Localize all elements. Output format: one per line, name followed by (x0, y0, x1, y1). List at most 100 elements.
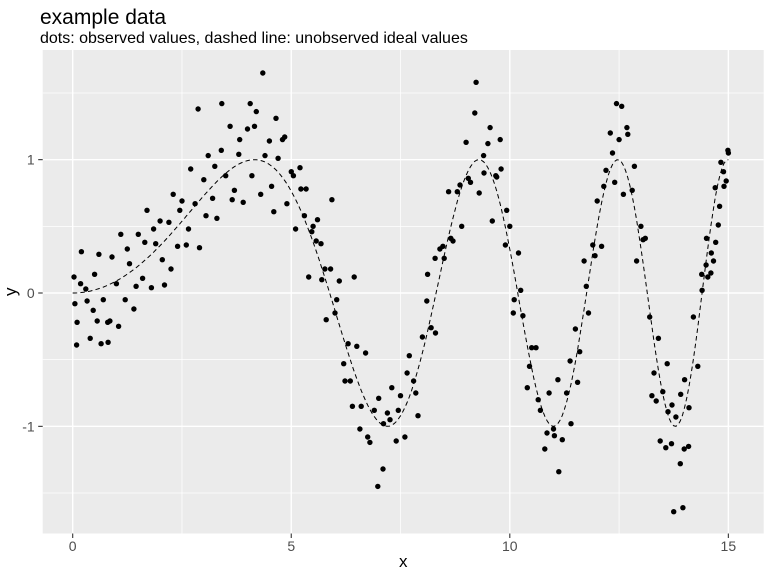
data-point (98, 341, 104, 347)
data-point (677, 461, 683, 467)
data-point (292, 226, 299, 232)
data-point (236, 151, 242, 157)
data-point (480, 152, 487, 159)
data-point (174, 243, 181, 249)
data-point (497, 136, 503, 143)
data-point (195, 106, 201, 112)
data-point (73, 342, 80, 348)
data-point (218, 147, 224, 153)
data-point (309, 229, 315, 235)
data-point (712, 185, 718, 191)
data-point (318, 241, 324, 247)
data-point (520, 313, 526, 319)
data-point (454, 189, 460, 195)
data-point (71, 274, 77, 280)
data-point (529, 345, 535, 351)
data-point (721, 183, 727, 189)
data-point (633, 258, 640, 264)
data-point (441, 255, 447, 261)
data-point (535, 397, 541, 403)
data-point (487, 124, 493, 131)
data-point (124, 246, 130, 252)
data-point (109, 254, 115, 260)
data-point (90, 307, 96, 313)
data-point (170, 191, 176, 197)
data-point (616, 136, 622, 143)
data-point (375, 483, 381, 490)
chart-title: example data (40, 6, 167, 29)
data-point (568, 421, 574, 427)
data-point (699, 271, 705, 277)
data-point (212, 163, 218, 169)
data-point (247, 100, 253, 107)
data-point (716, 203, 723, 209)
data-point (533, 345, 539, 351)
data-point (301, 213, 308, 219)
data-point (537, 407, 544, 413)
data-point (153, 241, 159, 247)
y-axis-label: y (1, 287, 20, 296)
data-point (695, 363, 701, 369)
data-point (647, 314, 653, 320)
data-point (168, 266, 174, 272)
data-point (607, 130, 613, 136)
data-point (649, 393, 655, 399)
data-point (493, 173, 499, 179)
data-point (415, 413, 421, 419)
data-point (473, 79, 479, 86)
data-point (336, 278, 342, 284)
data-point (502, 242, 509, 248)
data-point (133, 283, 139, 289)
data-point (432, 330, 439, 336)
data-point (681, 377, 688, 383)
data-point (371, 407, 377, 413)
data-point (680, 505, 686, 511)
chart-subtitle: dots: observed values, dashed line: unob… (40, 30, 468, 47)
data-point (609, 150, 616, 156)
data-point (314, 217, 321, 223)
data-point (559, 437, 565, 443)
data-point (327, 266, 334, 272)
x-tick-label: 5 (287, 538, 295, 554)
data-point (629, 187, 635, 193)
data-point (297, 165, 303, 171)
data-point (432, 255, 438, 261)
data-point (583, 283, 589, 289)
data-point (424, 271, 431, 277)
data-point (223, 173, 229, 179)
data-point (349, 403, 356, 409)
data-point (657, 438, 663, 444)
data-point (251, 123, 258, 129)
data-point (673, 414, 679, 420)
data-point (393, 438, 399, 444)
data-point (345, 341, 351, 347)
data-point (262, 152, 268, 159)
data-point (498, 166, 504, 172)
data-point (613, 100, 620, 107)
data-point (459, 223, 465, 229)
data-point (507, 223, 513, 229)
data-point (341, 361, 347, 367)
data-point (205, 152, 211, 159)
data-point (718, 159, 724, 165)
data-point (142, 239, 148, 245)
data-point (275, 155, 281, 161)
data-point (113, 281, 120, 287)
data-point (410, 378, 417, 384)
data-point (91, 271, 98, 277)
data-point (574, 379, 581, 385)
data-point (686, 405, 692, 411)
data-point (334, 297, 340, 303)
data-point (476, 190, 482, 196)
data-point (465, 175, 471, 181)
data-point (303, 186, 309, 192)
data-point (166, 219, 172, 225)
data-point (322, 266, 328, 272)
data-point (402, 434, 408, 440)
data-point (100, 297, 107, 303)
data-point (671, 509, 677, 515)
x-tick-label: 15 (721, 538, 737, 554)
data-point (699, 287, 705, 293)
data-point (690, 314, 697, 320)
data-point (457, 182, 463, 188)
